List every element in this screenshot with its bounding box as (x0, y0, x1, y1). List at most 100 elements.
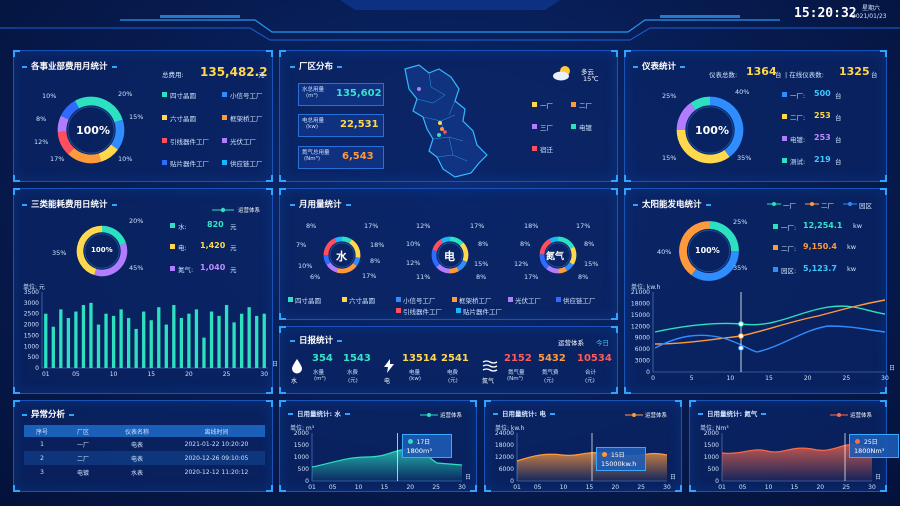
bar[interactable] (74, 311, 78, 368)
bar[interactable] (134, 328, 138, 368)
donut-inner-ring (437, 242, 463, 268)
table-cell: 2021-01-22 10:20:20 (184, 440, 249, 448)
anomaly-table: 序号 厂区 仪表名称 离线时间 1 一厂 电表 2021-01-22 10:20:20… (24, 425, 265, 479)
y-tick-label: 0 (510, 478, 514, 485)
legend-swatch (222, 92, 227, 97)
col-header: 仪表名称 (124, 428, 149, 436)
province-map[interactable] (393, 59, 493, 179)
bar[interactable] (111, 315, 116, 368)
bar[interactable] (232, 322, 236, 368)
bar[interactable] (224, 305, 229, 368)
x-tick-label: 05 (329, 484, 337, 491)
gas-ring (539, 236, 577, 274)
energy-title: 三类能耗费用日统计 (22, 198, 117, 210)
legend-label: 框架桥工厂 (230, 115, 263, 123)
bar[interactable] (104, 313, 108, 368)
y-tick-label: 0 (646, 369, 650, 376)
bar[interactable] (96, 324, 101, 368)
series-line-icon (767, 202, 781, 206)
donut-segment (431, 249, 440, 268)
bar[interactable] (239, 313, 244, 368)
bar[interactable] (194, 309, 199, 368)
solar-line-chart[interactable]: 21000 18000 15000 12000 9000 6000 3000 00 5 10 15 2… (631, 289, 895, 382)
x-tick-label: 30 (663, 484, 671, 491)
weather-text: 多云 (581, 68, 594, 76)
plant-marker[interactable] (443, 130, 447, 134)
table-cell: 电镀 (76, 469, 89, 477)
y-tick-label: 3000 (24, 300, 39, 307)
daily-elec-icon-label: 电 (384, 378, 391, 385)
date: 2021/01/23 (852, 13, 887, 20)
plant-marker[interactable] (437, 133, 441, 137)
daily-tab-system[interactable]: 运营体系 (558, 339, 584, 347)
legend-label: 引线器件工厂 (170, 138, 209, 146)
bar[interactable] (126, 318, 131, 368)
bar[interactable] (164, 324, 168, 368)
donut-segment (341, 236, 352, 244)
bar[interactable] (217, 315, 221, 368)
bar[interactable] (66, 318, 71, 368)
bar[interactable] (255, 315, 259, 368)
pct-label: 15% (129, 113, 144, 121)
daily-water-cost: 1543 (343, 353, 371, 364)
donut-segment (348, 239, 361, 258)
x-tick-label: 10 (727, 375, 735, 382)
table-row[interactable]: 3 电镀 水表 2020-12-12 11:20:12 (24, 465, 265, 479)
bar[interactable] (262, 313, 266, 368)
bar[interactable] (187, 313, 191, 368)
bar[interactable] (142, 311, 146, 368)
energy-item-unit: 元 (230, 223, 237, 231)
x-tick-label: 5 (690, 375, 694, 382)
meters-total-unit: 台 (775, 71, 782, 79)
bar[interactable] (179, 318, 184, 368)
daily-tab-today[interactable]: 今日 (596, 339, 609, 347)
meter-unit: 台 (835, 92, 842, 100)
donut-inner-ring (329, 242, 355, 268)
y-tick-label: 500 (708, 466, 720, 473)
meter-unit: 台 (835, 158, 842, 166)
donut-segment (436, 263, 450, 274)
bar[interactable] (44, 313, 48, 368)
bar[interactable] (149, 320, 153, 368)
bar[interactable] (59, 309, 63, 368)
bar[interactable] (202, 337, 206, 368)
stat-value: 22,531 (340, 119, 379, 130)
table-row[interactable]: 2 二厂 电表 2020-12-26 09:10:05 (24, 451, 265, 465)
pct-label: 35% (733, 264, 748, 272)
y-tick-label: 6000 (499, 466, 514, 473)
energy-item-label: 氮气: (178, 266, 194, 274)
bar[interactable] (209, 311, 214, 368)
pct-label: 20% (118, 90, 133, 98)
pct-label: 15% (584, 260, 599, 268)
area-chart[interactable]: 2000 1500 1000 500 001 05 10 15 20 25 30 日 (704, 430, 881, 491)
plant-marker[interactable] (417, 87, 421, 91)
bar[interactable] (51, 326, 55, 368)
donut-segment (564, 262, 574, 271)
bar[interactable] (119, 309, 123, 368)
daily-report-title: 日报统计 (290, 334, 342, 346)
bar[interactable] (89, 302, 93, 368)
energy-donut (76, 225, 128, 277)
daily-water-panel: 日用量统计: 水运营体系 单位: m³ 2000 1500 1000 500 0 01 05 10… (279, 400, 477, 492)
series-line-icon (420, 413, 438, 417)
donut-segment (690, 96, 711, 111)
table-row[interactable]: 1 一厂 电表 2021-01-22 10:20:20 (24, 437, 265, 451)
daily-water-volume: 354 (312, 353, 333, 364)
legend-swatch (222, 160, 227, 165)
bar[interactable] (172, 305, 176, 368)
legend-label: 园区 (859, 202, 872, 210)
bar[interactable] (247, 307, 251, 368)
plant-marker[interactable] (440, 127, 444, 131)
meter-value: 500 (814, 89, 831, 98)
plant-marker[interactable] (438, 121, 442, 125)
area-chart-title: 日用量统计: 水 (288, 408, 350, 418)
legend-label: 小信号工厂 (230, 92, 263, 100)
table-cell: 二厂 (76, 455, 89, 463)
x-unit-label: 日 (875, 474, 881, 481)
x-tick-label: 05 (72, 371, 80, 378)
dept-cost-panel: 各事业部费用月统计 总费用: 135,482.2 元 100% 20% 15% … (13, 50, 273, 182)
pct-label: 8% (370, 257, 381, 265)
bar[interactable] (81, 305, 86, 368)
bar[interactable] (157, 307, 161, 368)
area-chart-legend: 运营体系 (440, 413, 463, 419)
